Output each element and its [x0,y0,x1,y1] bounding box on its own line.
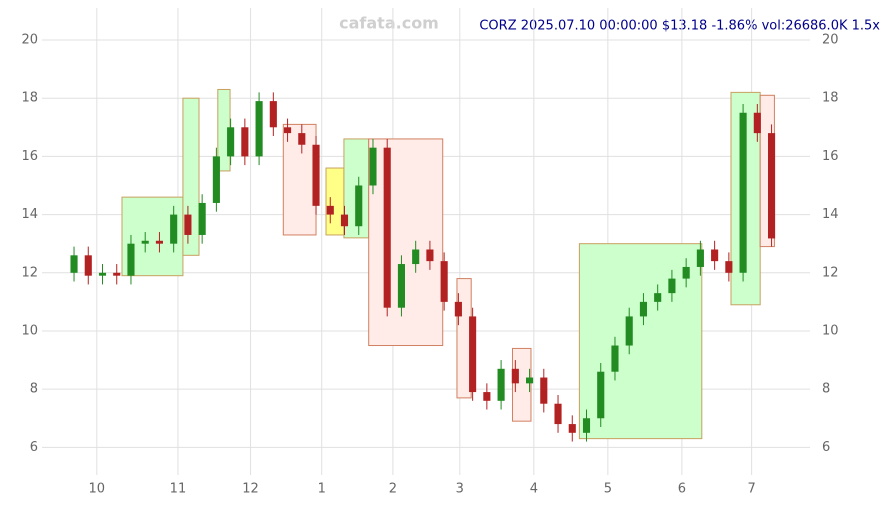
candle-body [639,301,648,317]
zone [368,138,444,347]
y-tick-label: 10 [21,323,38,338]
candle-body [597,371,605,419]
y-tick-label: 16 [21,149,38,164]
candle-body [212,156,220,203]
candle-body [768,133,776,239]
candle-body [711,249,719,262]
candle-body [312,144,320,206]
y-tick-label: 8 [30,382,38,397]
candle-body [739,112,747,273]
candle-body [753,112,761,134]
y-tick-label: 20 [21,33,38,48]
candle-body [668,278,676,294]
x-tick-label: 2 [389,482,397,497]
candle-body [454,301,462,317]
watermark: cafata.com [339,14,439,33]
candle-body [426,249,434,262]
candle-body [340,214,349,227]
candle-body [326,205,334,215]
x-tick-label: 5 [604,482,612,497]
candle-body [184,214,192,235]
candle-body [198,202,206,235]
candle-body [269,101,277,128]
candle-body [155,240,164,244]
x-tick-label: 6 [678,482,686,497]
candle-body [725,261,733,273]
candle-body [84,255,92,276]
candle-body [170,214,178,244]
candle-body [255,101,263,157]
candle-body [98,272,107,276]
zone [511,347,532,422]
candle-body [483,392,491,401]
candle-body [511,368,519,384]
candle-body [554,403,562,425]
x-tick-label: 11 [170,482,187,497]
y-tick-label-right: 6 [822,440,830,455]
x-tick-label: 10 [89,482,106,497]
candle-body [70,255,78,273]
x-tick-label: 3 [456,482,464,497]
x-tick-label: 7 [747,482,755,497]
candle-body [696,249,704,267]
candle-body [298,133,306,145]
y-tick-label-right: 8 [822,382,830,397]
y-tick-label: 14 [21,207,38,222]
x-tick-label: 1 [318,482,326,497]
candle-body [611,345,619,372]
candle-body [397,264,406,308]
y-tick-label-right: 18 [822,91,839,106]
candle-body [440,261,448,302]
candle-body [369,147,377,186]
y-tick-label-right: 20 [822,33,839,48]
y-tick-label-right: 10 [822,323,839,338]
candle-body [127,243,135,276]
candle-body [469,316,477,393]
candle-body [227,127,235,157]
candle-body [654,293,662,302]
candle-body [113,272,121,276]
candle-body [526,377,534,384]
candle-body [497,368,505,401]
y-tick-label: 18 [21,91,38,106]
candle-body [582,418,591,433]
candle-body [383,147,391,308]
candle-body [355,185,363,227]
candle-body [540,377,548,404]
candle-body [412,249,420,265]
candle-body [568,424,576,433]
y-tick-label-right: 12 [822,265,839,280]
candle-body [682,266,690,279]
x-tick-label: 4 [530,482,538,497]
candle-body [241,127,249,157]
candle-body [284,127,292,134]
y-tick-label: 12 [21,265,38,280]
candle-body [141,240,149,244]
y-tick-label-right: 14 [822,207,839,222]
y-tick-label: 6 [30,440,38,455]
candle-body [625,316,633,346]
x-tick-label: 12 [242,482,259,497]
y-tick-label-right: 16 [822,149,839,164]
chart-title: CORZ 2025.07.10 00:00:00 $13.18 -1.86% v… [479,19,880,34]
